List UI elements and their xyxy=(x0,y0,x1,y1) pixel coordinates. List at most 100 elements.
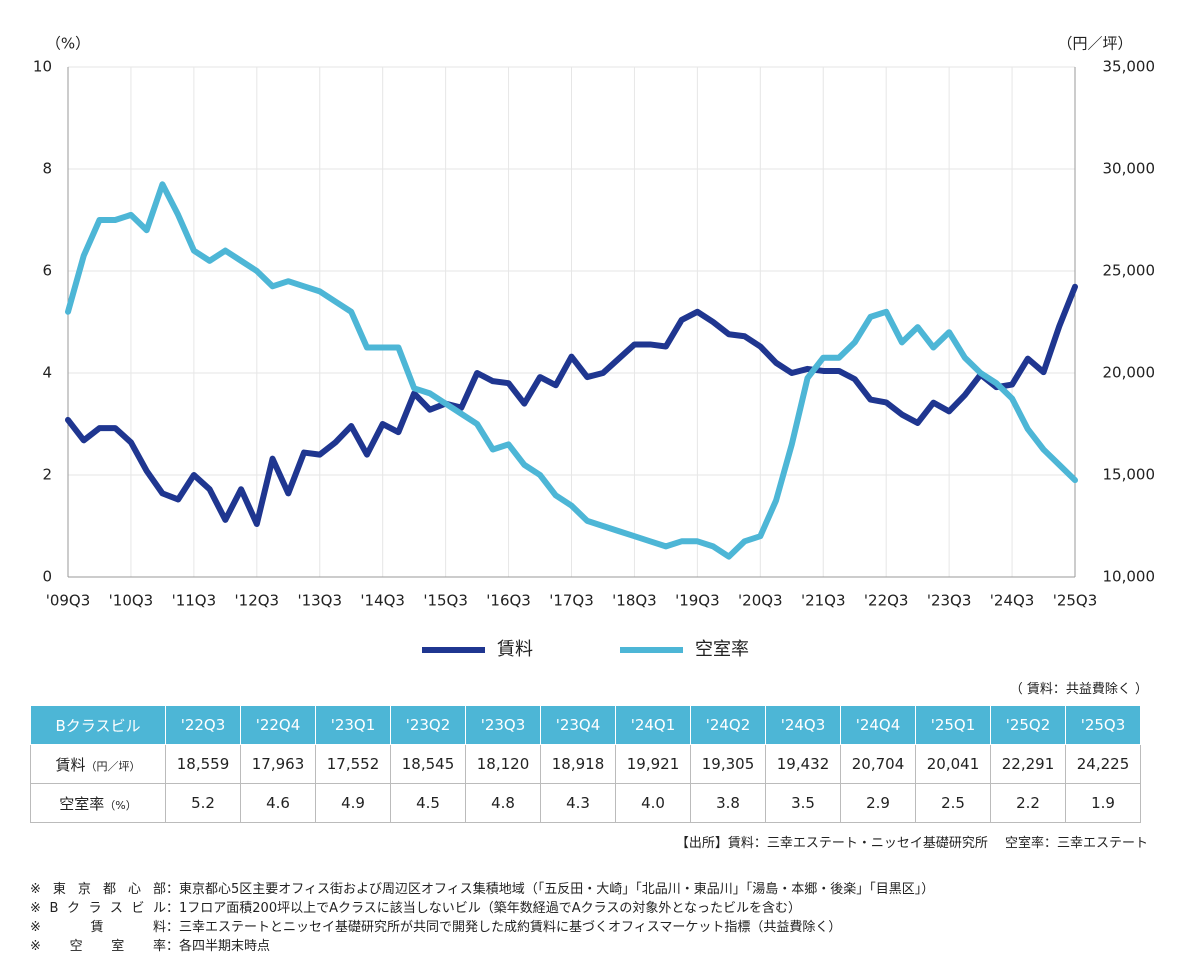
header-cell: '25Q3 xyxy=(1065,705,1141,745)
y2-tick-label: 15,000 xyxy=(1103,466,1156,484)
note: ※東京都心部：東京都心5区主要オフィス街および周辺区オフィス集積地域（「五反田・… xyxy=(30,880,934,899)
header-cell: '24Q2 xyxy=(690,705,766,745)
x-tick-label: '13Q3 xyxy=(297,592,342,610)
table-cell: 4.9 xyxy=(315,783,391,823)
x-tick-label: '14Q3 xyxy=(360,592,405,610)
table-cell: 2.2 xyxy=(990,783,1066,823)
x-tick-label: '19Q3 xyxy=(675,592,720,610)
x-tick-label: '18Q3 xyxy=(612,592,657,610)
table-cell: 3.5 xyxy=(765,783,841,823)
notes: ※東京都心部：東京都心5区主要オフィス街および周辺区オフィス集積地域（「五反田・… xyxy=(30,880,934,956)
note-text: ：1フロア面積200坪以上でAクラスに該当しないビル（築年数経過でAクラスの対象… xyxy=(166,901,801,916)
x-tick-label: '21Q3 xyxy=(801,592,846,610)
note: ※Bクラスビル：1フロア面積200坪以上でAクラスに該当しないビル（築年数経過で… xyxy=(30,899,934,918)
table-cell: 4.3 xyxy=(540,783,616,823)
series-line xyxy=(65,181,1078,560)
table-row: 空室率（%） 5.2 4.6 4.9 4.5 4.8 4.3 4.0 3.8 3.5 2.9 2.5 2… xyxy=(30,783,1141,823)
table-cell: 4.8 xyxy=(465,783,541,823)
header-cell: '23Q2 xyxy=(390,705,466,745)
y-tick-label: 8 xyxy=(42,160,52,178)
y-tick-label: 6 xyxy=(42,262,52,280)
x-tick-label: '24Q3 xyxy=(990,592,1035,610)
table-cell: 4.5 xyxy=(390,783,466,823)
x-tick-label: '11Q3 xyxy=(172,592,217,610)
x-tick-label: '22Q3 xyxy=(864,592,909,610)
header-cell: '22Q3 xyxy=(165,705,241,745)
table-cell: 17,963 xyxy=(240,744,316,784)
y2-tick-label: 30,000 xyxy=(1103,160,1156,178)
y2-tick-label: 35,000 xyxy=(1103,58,1156,76)
table-cell: 2.5 xyxy=(915,783,991,823)
table-cell: 20,041 xyxy=(915,744,991,784)
y2-tick-label: 20,000 xyxy=(1103,364,1156,382)
header-cell: '24Q4 xyxy=(840,705,916,745)
note-text: ：各四半期末時点 xyxy=(166,939,271,954)
row-label: 賃料（円／坪） xyxy=(30,744,166,784)
table-note: （ 賃料：共益費除く ） xyxy=(1009,682,1148,697)
y-unit: （%） xyxy=(46,35,90,53)
y-tick-label: 10 xyxy=(33,58,52,76)
x-tick-label: '17Q3 xyxy=(549,592,594,610)
legend-label: 空室率 xyxy=(695,639,749,660)
y2-tick-label: 25,000 xyxy=(1103,262,1156,280)
series-line xyxy=(65,283,1078,527)
note-label: ※東京都心部 xyxy=(30,882,166,897)
table-cell: 24,225 xyxy=(1065,744,1141,784)
note-label: ※Bクラスビル xyxy=(30,901,166,916)
x-tick-label: '10Q3 xyxy=(109,592,154,610)
table-cell: 18,120 xyxy=(465,744,541,784)
header-cell: '24Q3 xyxy=(765,705,841,745)
row-unit: （%） xyxy=(104,798,137,812)
header-cell: '24Q1 xyxy=(615,705,691,745)
source: 【出所】賃料：三幸エステート・ニッセイ基礎研究所 空室率：三幸エステート xyxy=(675,836,1148,851)
note-text: ：三幸エステートとニッセイ基礎研究所が共同で開発した成約賃料に基づくオフィスマー… xyxy=(166,920,842,935)
table-cell: 3.8 xyxy=(690,783,766,823)
x-tick-label: '23Q3 xyxy=(927,592,972,610)
header-cell: '25Q2 xyxy=(990,705,1066,745)
y-tick-label: 0 xyxy=(42,568,52,586)
row-label: 空室率（%） xyxy=(30,783,166,823)
table-cell: 19,432 xyxy=(765,744,841,784)
y-tick-label: 2 xyxy=(42,466,52,484)
header-cell: Bクラスビル xyxy=(30,705,166,745)
table-cell: 18,559 xyxy=(165,744,241,784)
row-name: 賃料 xyxy=(55,755,86,774)
header-cell: '23Q4 xyxy=(540,705,616,745)
note-label: ※空室率 xyxy=(30,939,166,954)
table-cell: 17,552 xyxy=(315,744,391,784)
table-row: 賃料（円／坪） 18,559 17,963 17,552 18,545 18,120 18,… xyxy=(30,744,1141,784)
header-cell: '23Q1 xyxy=(315,705,391,745)
header-cell: '23Q3 xyxy=(465,705,541,745)
table-cell: 19,921 xyxy=(615,744,691,784)
table-cell: 2.9 xyxy=(840,783,916,823)
note: ※賃料：三幸エステートとニッセイ基礎研究所が共同で開発した成約賃料に基づくオフィ… xyxy=(30,918,934,937)
table-cell: 22,291 xyxy=(990,744,1066,784)
x-tick-label: '16Q3 xyxy=(486,592,531,610)
table-cell: 5.2 xyxy=(165,783,241,823)
note-text: ：東京都心5区主要オフィス街および周辺区オフィス集積地域（「五反田・大崎」「北品… xyxy=(166,882,935,897)
header-cell: '22Q4 xyxy=(240,705,316,745)
y2-unit: （円／坪） xyxy=(1057,35,1132,53)
table-cell: 4.6 xyxy=(240,783,316,823)
y2-tick-label: 10,000 xyxy=(1103,568,1156,586)
note: ※空室率：各四半期末時点 xyxy=(30,937,934,956)
data-table: Bクラスビル '22Q3'22Q4'23Q1'23Q2'23Q3'23Q4'24Q… xyxy=(30,705,1141,823)
table-cell: 19,305 xyxy=(690,744,766,784)
table-cell: 4.0 xyxy=(615,783,691,823)
x-tick-label: '15Q3 xyxy=(423,592,468,610)
row-unit: （円／坪） xyxy=(85,759,141,773)
chart: （%） （円／坪） 0 2 4 6 8 10 10,000 15,000 20,000 25,00… xyxy=(33,35,1156,661)
note-label: ※賃料 xyxy=(30,920,166,935)
y-tick-label: 4 xyxy=(42,364,52,382)
table-cell: 18,545 xyxy=(390,744,466,784)
table-cell: 20,704 xyxy=(840,744,916,784)
legend-label: 賃料 xyxy=(497,639,533,660)
x-tick-label: '09Q3 xyxy=(46,592,91,610)
header-row: Bクラスビル '22Q3'22Q4'23Q1'23Q2'23Q3'23Q4'24Q… xyxy=(30,705,1141,745)
header-cell: '25Q1 xyxy=(915,705,991,745)
table-cell: 18,918 xyxy=(540,744,616,784)
table-cell: 1.9 xyxy=(1065,783,1141,823)
x-tick-label: '12Q3 xyxy=(235,592,280,610)
x-tick-label: '20Q3 xyxy=(738,592,783,610)
